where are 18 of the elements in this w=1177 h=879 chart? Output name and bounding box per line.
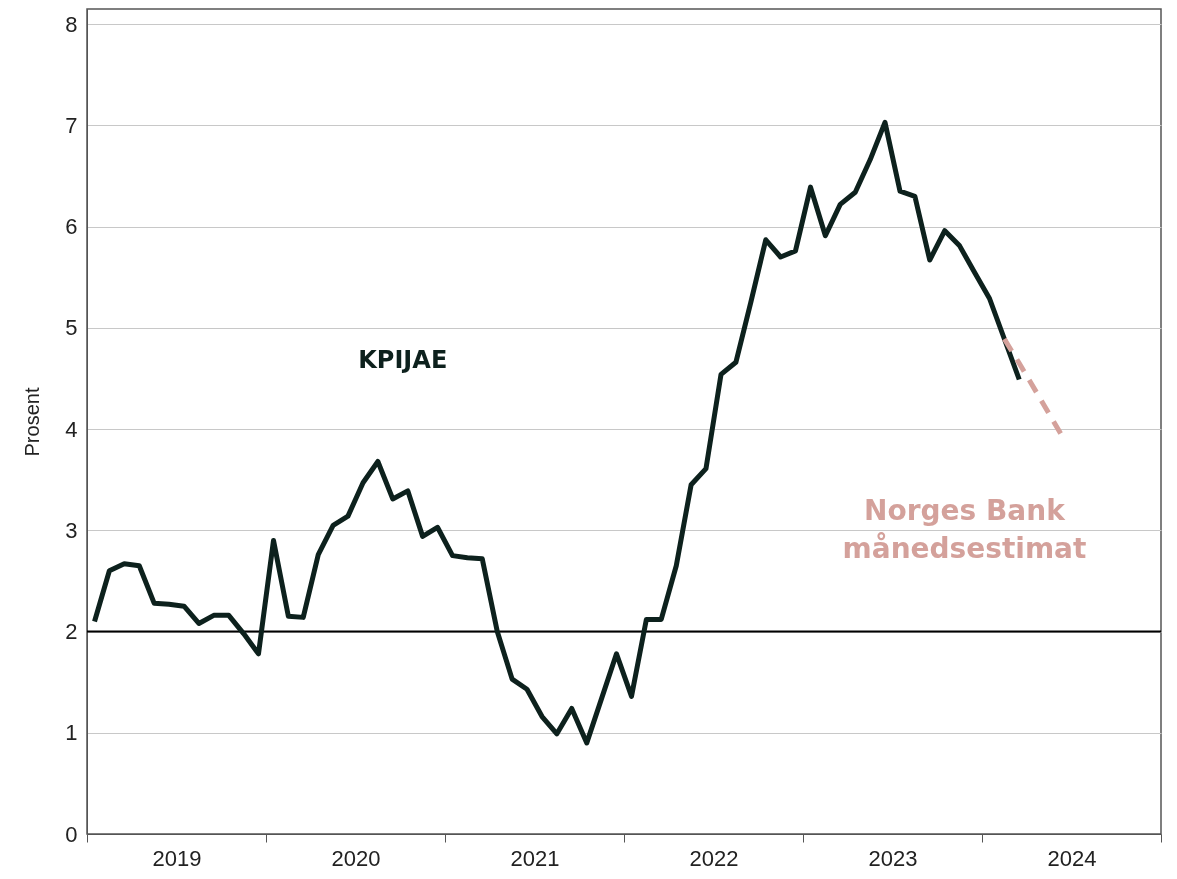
- y-tick-label: 0: [65, 821, 78, 847]
- y-tick-label: 6: [65, 214, 78, 240]
- x-tick-label: 2022: [689, 845, 739, 871]
- y-tick-label: 5: [65, 315, 78, 341]
- y-tick-label: 2: [65, 619, 78, 645]
- text: KPIJAE: [358, 346, 448, 375]
- y-tick-label: 8: [65, 11, 78, 37]
- x-tick-label: 2021: [510, 845, 560, 871]
- x-tick-label: 2023: [868, 845, 918, 871]
- y-tick-label: 1: [65, 720, 78, 746]
- y-tick-label: 7: [65, 112, 78, 138]
- y-tick-label: 3: [65, 517, 78, 543]
- y-axis-title: Prosent: [21, 387, 44, 457]
- y-tick-label: 4: [65, 416, 78, 442]
- text: Norges Bank månedsestimat: [842, 494, 1087, 566]
- x-tick-label: 2019: [152, 845, 202, 871]
- x-tick-label: 2020: [331, 845, 381, 871]
- x-tick-label: 2024: [1047, 845, 1097, 871]
